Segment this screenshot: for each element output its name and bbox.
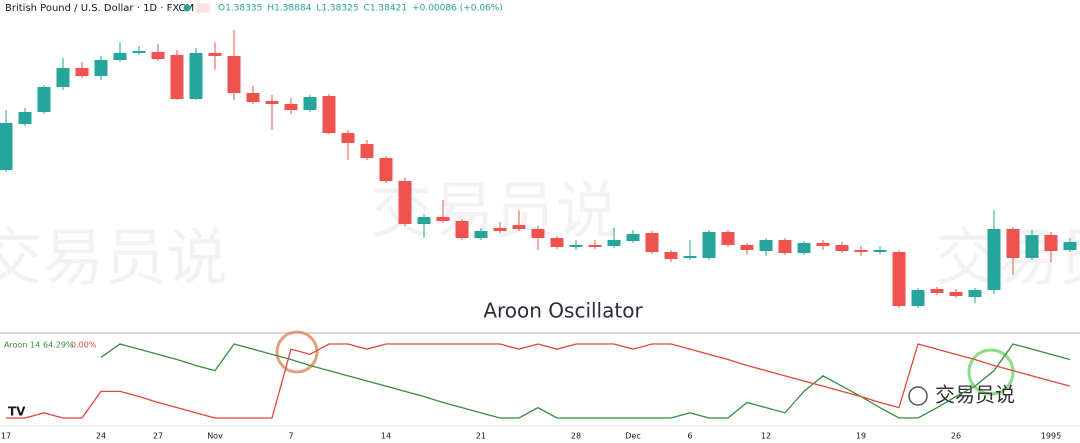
- readout-value: O1.38335: [218, 4, 262, 14]
- candle-body: [151, 52, 165, 59]
- candle-body: [493, 228, 507, 231]
- candle-body: [797, 243, 811, 253]
- candle-body: [968, 290, 982, 297]
- x-tick-label: 27: [153, 432, 163, 441]
- candle-body: [1063, 242, 1077, 250]
- candle-body: [645, 233, 659, 252]
- watermark: 交易员说: [0, 221, 228, 294]
- candle-body: [873, 250, 887, 252]
- indicator-label: Aroon 14: [4, 341, 40, 350]
- readout-value: C1.38421: [364, 4, 408, 14]
- x-tick-label: 19: [856, 432, 866, 441]
- brand-icon: [908, 386, 928, 406]
- readout-value: L1.38325: [316, 4, 358, 14]
- x-tick-label: 12: [761, 432, 771, 441]
- candle-body: [531, 229, 545, 238]
- x-tick-label: Nov: [207, 432, 223, 441]
- x-tick-label: 17: [1, 432, 11, 441]
- candle-body: [246, 93, 260, 102]
- readout-value: H1.38884: [267, 4, 311, 14]
- candle-body: [75, 68, 89, 76]
- indicator-readout: 0.00%: [71, 341, 97, 350]
- x-tick-label: 7: [288, 432, 293, 441]
- candle-body: [132, 51, 146, 53]
- candle-body: [398, 181, 412, 224]
- candle-body: [683, 256, 697, 258]
- candle-body: [740, 245, 754, 250]
- annotation: Aroon Oscillator: [483, 299, 643, 323]
- candle-body: [341, 133, 355, 143]
- status-dot: [183, 4, 191, 12]
- candle-body: [702, 232, 716, 258]
- candle-body: [1006, 229, 1020, 258]
- candle-body: [512, 225, 526, 229]
- candle-body: [626, 234, 640, 241]
- candle-body: [1044, 235, 1058, 251]
- candle-body: [930, 289, 944, 293]
- candle-body: [379, 158, 393, 181]
- candle-body: [37, 87, 51, 112]
- candle-body: [987, 229, 1001, 290]
- candle-body: [265, 101, 279, 104]
- candle-body: [816, 243, 830, 246]
- highlight-circle: [275, 330, 319, 374]
- candle-body: [322, 96, 336, 133]
- candle-body: [18, 112, 32, 124]
- x-tick-label: 21: [476, 432, 486, 441]
- candle-body: [835, 245, 849, 251]
- candle-body: [113, 53, 127, 60]
- candle-body: [778, 240, 792, 253]
- candle-body: [455, 221, 469, 238]
- status-badge: [196, 3, 210, 13]
- candle-body: [664, 252, 678, 259]
- symbol-title: British Pound / U.S. Dollar · 1D · FXCM: [5, 3, 194, 14]
- x-tick-label: 14: [381, 432, 391, 441]
- candle-body: [911, 290, 925, 306]
- readout-value: +0.00086 (+0.06%): [412, 4, 503, 14]
- candle-body: [721, 232, 735, 245]
- highlight-circle: [967, 348, 1015, 396]
- indicator-readout: 64.29%: [43, 341, 74, 350]
- ohlc-readout: O1.38335 H1.38884 L1.38325 C1.38421 +0.00086…: [218, 4, 503, 14]
- tv-logo: TV: [8, 405, 26, 419]
- candle-body: [56, 68, 70, 87]
- candle-body: [0, 123, 13, 170]
- x-tick-label: Dec: [625, 432, 640, 441]
- x-tick-label: 28: [571, 432, 581, 441]
- candle-body: [227, 56, 241, 93]
- x-tick-label: 26: [951, 432, 961, 441]
- aroon-line: [100, 343, 1071, 419]
- x-tick-label: 1995: [1041, 432, 1061, 441]
- candle-body: [303, 97, 317, 110]
- candle-body: [417, 217, 431, 224]
- candle-body: [360, 144, 374, 158]
- x-tick-label: 6: [687, 432, 692, 441]
- candle-body: [170, 55, 184, 99]
- candle-body: [854, 250, 868, 252]
- candle-body: [607, 240, 621, 246]
- aroon-line: [6, 343, 1071, 419]
- candle-body: [759, 240, 773, 251]
- candle-body: [1025, 235, 1039, 258]
- x-tick-label: 24: [96, 432, 106, 441]
- candle-body: [550, 238, 564, 247]
- candle-body: [474, 231, 488, 238]
- candle-body: [588, 245, 602, 247]
- candle-body: [208, 53, 222, 56]
- candle-body: [284, 104, 298, 110]
- candle-body: [94, 60, 108, 76]
- candle-body: [189, 53, 203, 99]
- candle-body: [892, 252, 906, 306]
- candle-body: [569, 245, 583, 247]
- candle-body: [436, 217, 450, 221]
- candle-body: [949, 292, 963, 296]
